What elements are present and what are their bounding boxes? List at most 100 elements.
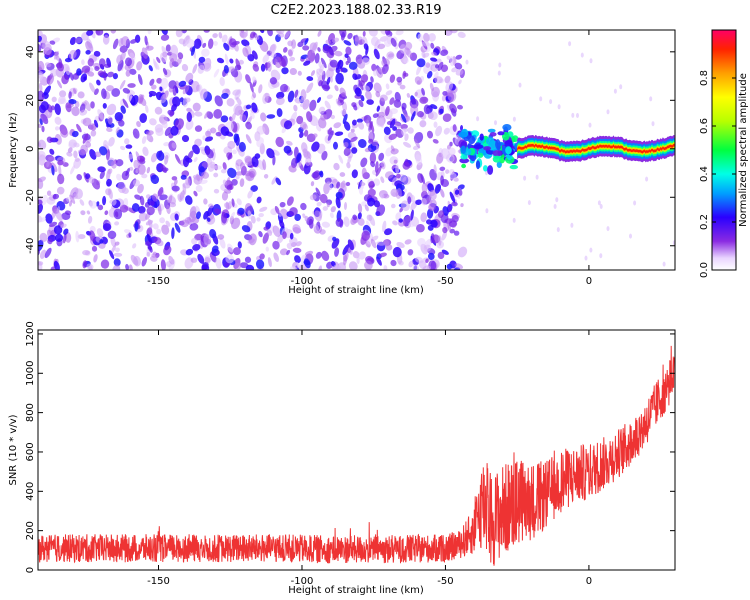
spectrogram-cell — [114, 221, 120, 226]
spectrogram-cell — [276, 108, 283, 118]
spectrogram-cell — [65, 102, 72, 113]
spectrogram-cell — [428, 111, 438, 121]
spectrogram-cell — [292, 247, 302, 254]
spectrogram-cell — [436, 58, 442, 63]
spectrogram-cell — [393, 99, 402, 108]
spectrogram-cell — [289, 67, 297, 76]
chart-title: C2E2.2023.188.02.33.R19 — [270, 3, 441, 18]
spectrogram-cell — [381, 64, 389, 75]
spectrogram-cell — [413, 132, 424, 144]
spectrogram-cell — [365, 90, 372, 101]
spectrogram-cell — [232, 149, 237, 155]
spectrogram-cell — [106, 103, 117, 116]
spectrogram-cell — [241, 39, 250, 47]
spectrogram-cell — [316, 68, 325, 76]
spectrogram-cell — [85, 41, 94, 53]
spectrogram-cell — [165, 220, 171, 227]
spectrogram-cell — [144, 35, 148, 46]
colorbar-label: Normalized spectral amplitude — [738, 73, 749, 227]
spectrogram-cell — [132, 128, 140, 139]
spectrogram-cell — [178, 80, 187, 87]
spectrogram-cell — [333, 162, 340, 171]
spectrogram-cell — [38, 249, 41, 256]
spectrogram-cell — [182, 84, 190, 95]
spectrogram-cell — [93, 119, 99, 128]
spectrogram-cell — [76, 68, 82, 76]
spectrogram-cell — [399, 84, 406, 90]
spectrogram-cell — [254, 34, 260, 41]
spectrogram-cell — [455, 69, 464, 76]
spectrogram-cell — [584, 255, 588, 261]
spectrogram-cell — [157, 187, 164, 197]
spectrogram-cell — [129, 166, 134, 171]
spectrogram-cell — [321, 250, 330, 262]
spectrogram-cell — [334, 131, 344, 136]
spectrogram-cell — [289, 56, 296, 62]
x-tick-label: 0 — [586, 576, 592, 587]
spectrogram-cell — [379, 94, 388, 102]
spectrogram-cell — [159, 194, 168, 201]
spectrogram-cell — [233, 103, 242, 116]
spectrogram-cell — [156, 150, 165, 161]
spectrogram-cell — [85, 173, 91, 180]
spectrogram-cell — [230, 112, 236, 124]
spectrogram-cell — [523, 175, 527, 181]
spectrogram-cell — [247, 210, 252, 220]
spectrogram-cell — [304, 250, 314, 256]
colorbar-tick-label: 0.4 — [699, 166, 710, 182]
spectrogram-cell — [449, 56, 455, 67]
spectrogram-cell — [557, 104, 561, 110]
spectrogram-cell — [395, 164, 400, 174]
spectrogram-cell — [327, 130, 334, 141]
spectrogram-cell — [129, 264, 133, 270]
spectrogram-cell — [345, 61, 349, 65]
spectrogram-cell — [434, 64, 440, 69]
spectrogram-cell — [539, 96, 543, 102]
spectrogram-cell — [379, 193, 385, 199]
spectrogram-cell — [431, 86, 440, 98]
spectrogram-cell — [97, 204, 104, 211]
spectrogram-cell — [151, 84, 157, 90]
spectrogram-cell — [222, 162, 227, 170]
spectrogram-cell — [272, 155, 276, 166]
spectrogram-cell — [326, 94, 333, 100]
spectrogram-cell — [357, 212, 362, 220]
spectrogram-cell — [414, 76, 423, 85]
spectrogram-cell — [106, 85, 114, 92]
spectrogram-cell — [242, 30, 248, 40]
spectrogram-cell — [46, 160, 50, 168]
spectrogram-cell — [54, 233, 64, 242]
spectrogram-cell — [147, 218, 153, 229]
spectrogram-cell — [430, 104, 438, 110]
spectrogram-cell — [263, 226, 269, 231]
spectrogram-cell — [146, 252, 150, 257]
spectrogram-cell — [159, 217, 166, 224]
spectrogram-cell — [56, 80, 63, 89]
spectrogram-cell — [149, 200, 155, 207]
spectrogram-cell — [251, 156, 259, 168]
spectrogram-cell — [492, 150, 502, 157]
spectrogram-cell — [447, 90, 457, 102]
spectrogram-cell — [54, 103, 61, 116]
spectrogram-cell — [301, 142, 308, 153]
spectrogram-cell — [156, 239, 164, 247]
spectrogram-cell — [201, 161, 209, 169]
spectrogram-cell — [555, 197, 559, 203]
spectrogram-cell — [273, 252, 279, 262]
spectrogram-cell — [302, 213, 306, 219]
spectrogram-cell — [336, 262, 347, 270]
spectrogram-cell — [208, 203, 214, 209]
spectrogram-cell — [147, 244, 153, 253]
spectrogram-cell — [333, 122, 342, 129]
spectrogram-cell — [232, 247, 241, 256]
spectrogram-cell — [390, 188, 399, 197]
spectrogram-cell — [212, 33, 218, 39]
spectrogram-cell — [139, 113, 148, 123]
y-tick-label: 40 — [25, 45, 36, 58]
spectrogram-cell — [215, 257, 222, 269]
spectrogram-cell — [316, 97, 322, 103]
spectrogram-cell — [404, 133, 409, 142]
spectrogram-cell — [160, 164, 167, 174]
spectrogram-cell — [302, 45, 310, 51]
spectrogram-cell — [38, 72, 44, 82]
